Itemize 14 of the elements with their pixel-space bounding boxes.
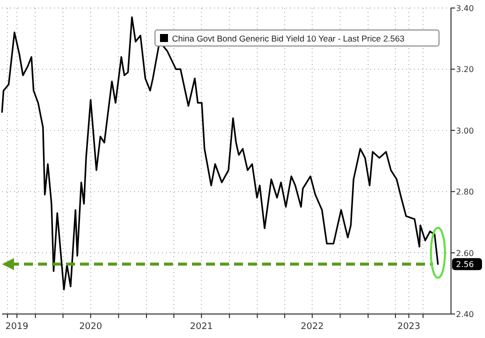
x-tick-label: 2022 <box>300 322 324 332</box>
y-tick-label: 2.80 <box>456 188 474 197</box>
y-tick-label: 2.40 <box>456 310 474 319</box>
y-tick-label: 3.20 <box>456 65 474 74</box>
x-tick-label: 2019 <box>5 322 29 332</box>
y-tick-label: 3.40 <box>456 4 474 13</box>
ref-line-label: 2.56 <box>456 260 474 270</box>
x-tick-label: 2020 <box>79 322 102 332</box>
x-tick-label: 2023 <box>397 322 420 332</box>
x-tick-label: 2021 <box>190 322 213 332</box>
legend-label: China Govt Bond Generic Bid Yield 10 Year - Last Price 2.563 <box>172 34 405 44</box>
line-series <box>1 16 439 290</box>
y-tick-label: 2.60 <box>456 248 474 258</box>
y-tick-label: 3.00 <box>456 126 474 136</box>
